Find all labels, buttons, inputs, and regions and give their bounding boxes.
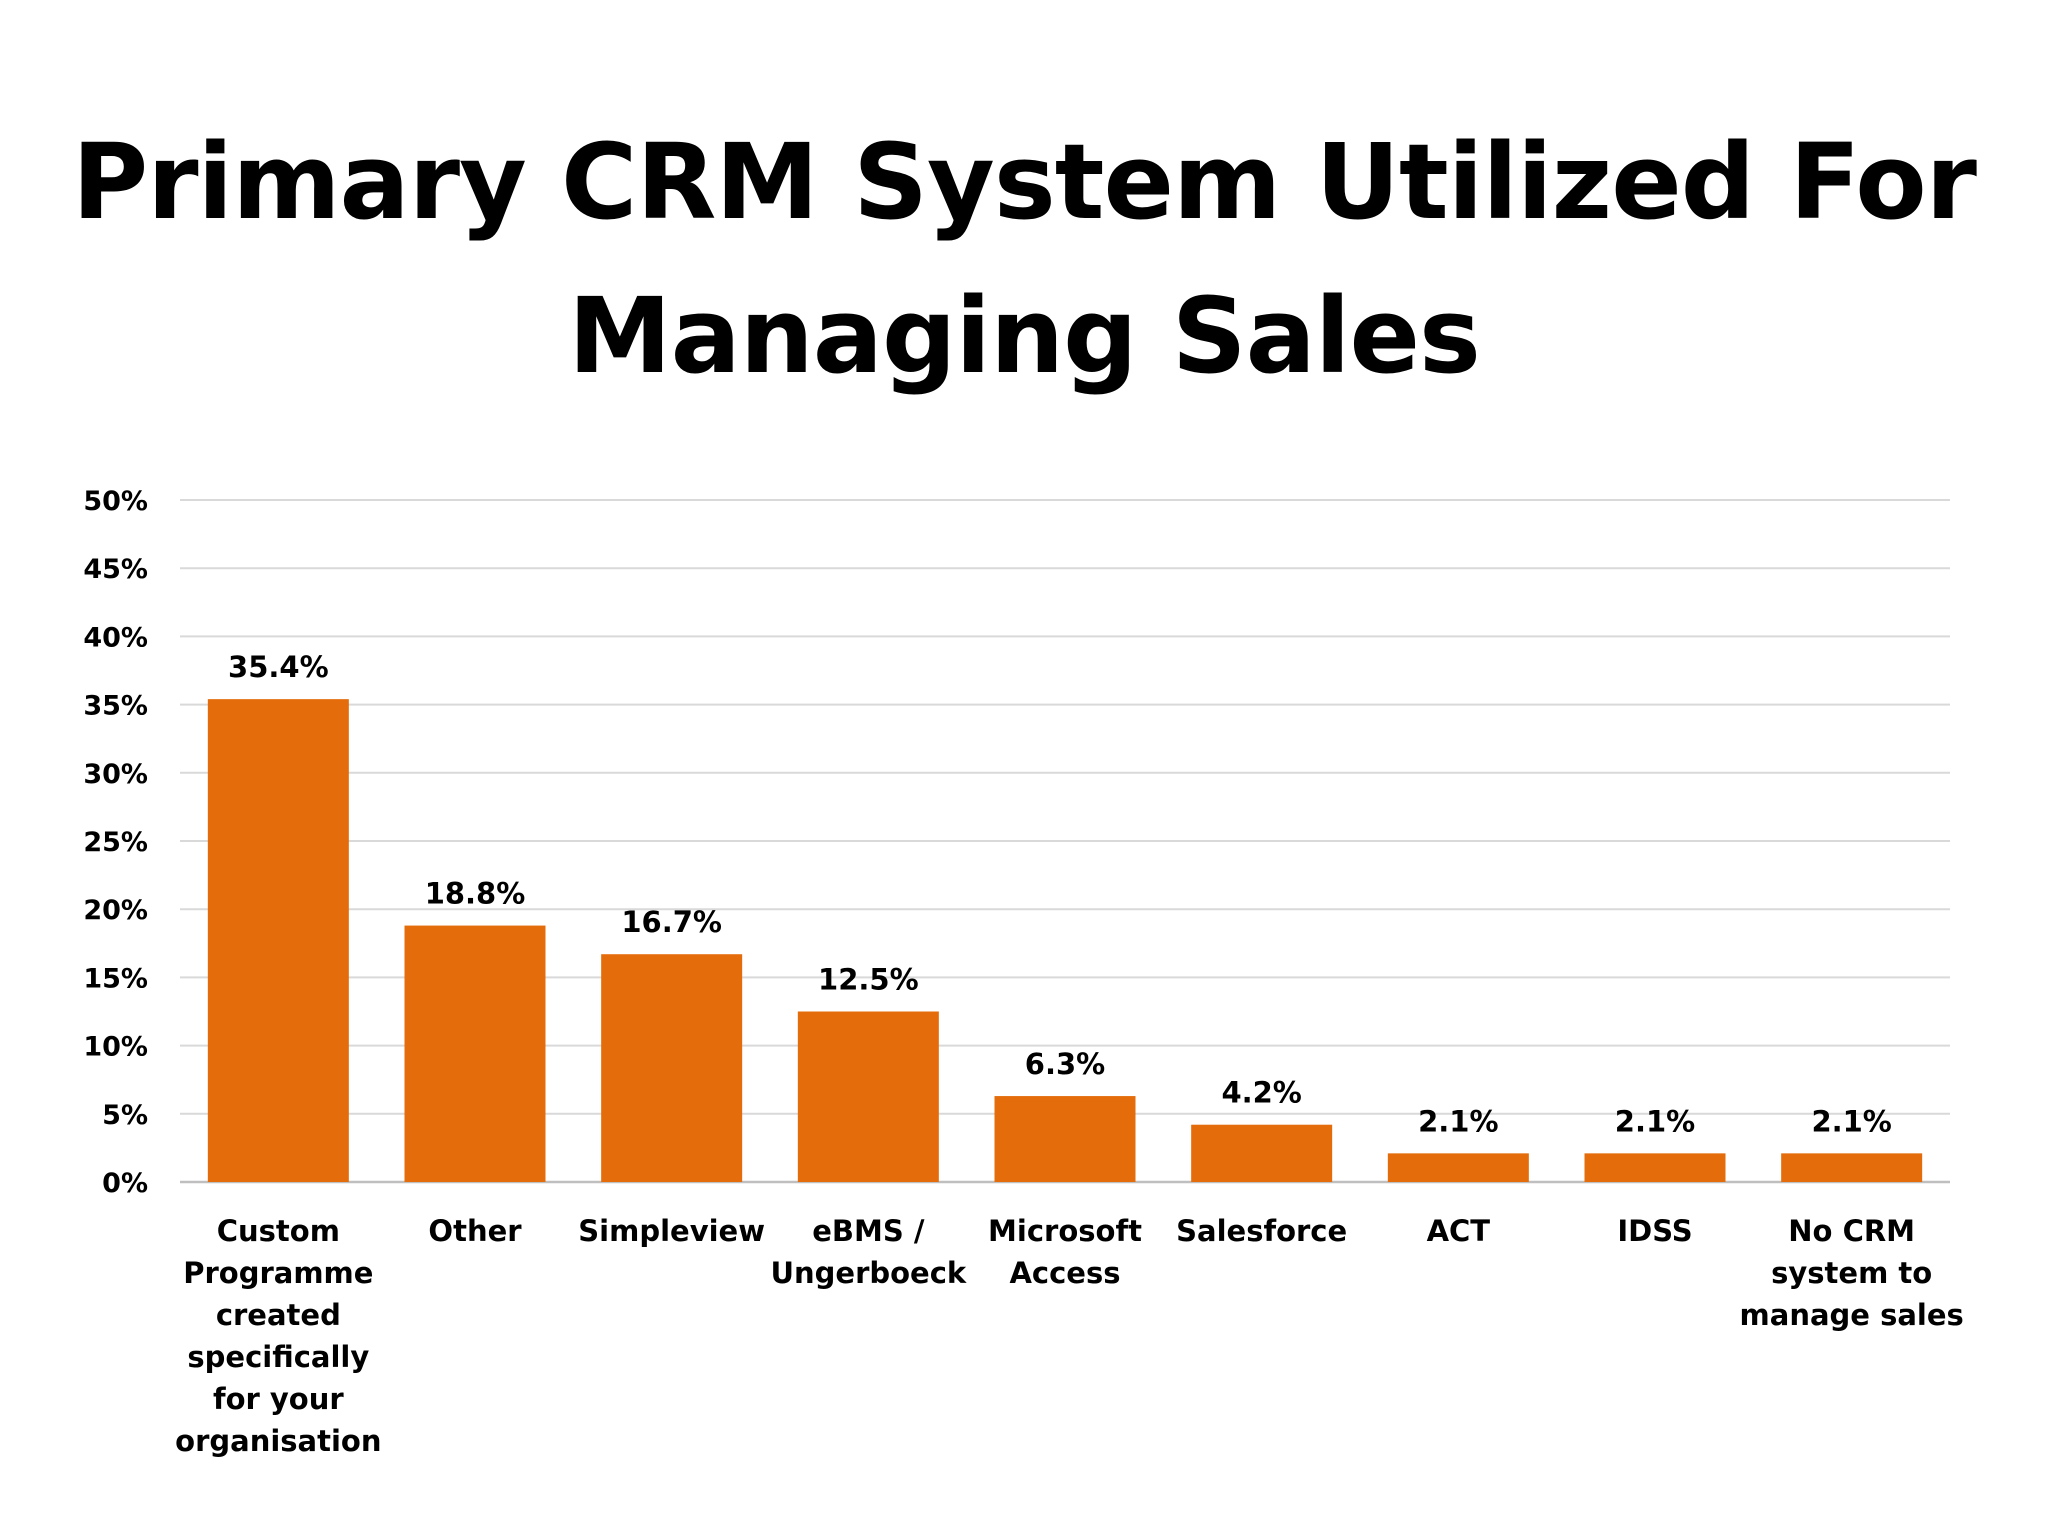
y-tick-label: 15%	[83, 963, 148, 994]
y-tick-label: 10%	[83, 1032, 148, 1063]
x-tick-label: Simpleview	[578, 1214, 765, 1248]
x-tick-label-line: system to	[1771, 1256, 1932, 1290]
data-label: 2.1%	[1418, 1104, 1498, 1138]
x-tick-label-line: ACT	[1427, 1214, 1491, 1248]
y-tick-label: 40%	[83, 622, 148, 653]
y-axis: 0% 5% 10% 15% 20% 25% 30% 35% 40% 45% 50%	[83, 486, 148, 1199]
data-label: 35.4%	[228, 650, 329, 684]
y-tick-label: 20%	[83, 895, 148, 926]
x-tick-label-line: Salesforce	[1176, 1214, 1347, 1248]
x-tick-label: eBMS / Ungerboeck	[770, 1214, 966, 1290]
bar	[1387, 1153, 1529, 1182]
x-tick-label-line: specifically	[187, 1340, 369, 1374]
x-tick-label-line: Microsoft	[988, 1214, 1142, 1248]
x-tick-label-line: Simpleview	[578, 1214, 765, 1248]
chart-title-line-1: Primary CRM System Utilized For	[72, 121, 1977, 243]
x-tick-label: No CRM system to manage sales	[1740, 1214, 1964, 1332]
x-tick-label: ACT	[1427, 1214, 1491, 1248]
chart-title-line-2: Managing Sales	[568, 275, 1481, 397]
x-tick-label-line: created	[216, 1298, 341, 1332]
y-tick-label: 25%	[83, 827, 148, 858]
data-label: 6.3%	[1025, 1047, 1105, 1081]
x-tick-label-line: eBMS /	[812, 1214, 925, 1248]
y-tick-label: 45%	[83, 554, 148, 585]
x-tick-label-line: Custom	[217, 1214, 340, 1248]
data-label: 18.8%	[425, 877, 526, 911]
data-label: 12.5%	[818, 963, 919, 997]
bar	[207, 699, 349, 1182]
x-tick-label: Custom Programme created specifically for yo…	[175, 1214, 381, 1458]
data-label: 16.7%	[621, 905, 722, 939]
x-tick-label-line: for your	[213, 1382, 344, 1416]
y-tick-label: 5%	[102, 1100, 148, 1131]
data-label: 2.1%	[1811, 1104, 1891, 1138]
bar	[601, 954, 743, 1182]
data-label: 2.1%	[1615, 1104, 1695, 1138]
x-tick-label-line: No CRM	[1788, 1214, 1915, 1248]
x-tick-label-line: organisation	[175, 1424, 381, 1458]
x-tick-label: Microsoft Access	[988, 1214, 1142, 1290]
y-tick-label: 35%	[83, 691, 148, 722]
bar	[404, 925, 546, 1182]
x-tick-label-line: manage sales	[1740, 1298, 1964, 1332]
x-tick-label: Other	[428, 1214, 522, 1248]
bar	[1781, 1153, 1923, 1182]
x-tick-label-line: Access	[1009, 1256, 1120, 1290]
y-tick-label: 50%	[83, 486, 148, 517]
x-tick-label-line: Ungerboeck	[770, 1256, 966, 1290]
x-tick-label-line: Other	[428, 1214, 522, 1248]
x-axis: Custom Programme created specifically for yo…	[175, 1214, 1964, 1458]
bar	[994, 1096, 1136, 1182]
bar	[1584, 1153, 1726, 1182]
x-tick-label: IDSS	[1617, 1214, 1692, 1248]
data-labels: 35.4% 18.8% 16.7% 12.5% 6.3% 4.2% 2.1% 2.1% 2.1%	[228, 650, 1892, 1138]
y-tick-label: 0%	[102, 1168, 148, 1199]
bar	[1191, 1124, 1333, 1182]
x-tick-label-line: Programme	[183, 1256, 373, 1290]
x-tick-label: Salesforce	[1176, 1214, 1347, 1248]
y-tick-label: 30%	[83, 759, 148, 790]
bar	[797, 1011, 939, 1182]
data-label: 4.2%	[1221, 1076, 1301, 1110]
x-tick-label-line: IDSS	[1617, 1214, 1692, 1248]
bars	[207, 699, 1923, 1182]
chart-title: Primary CRM System Utilized For Managing…	[0, 105, 2048, 413]
